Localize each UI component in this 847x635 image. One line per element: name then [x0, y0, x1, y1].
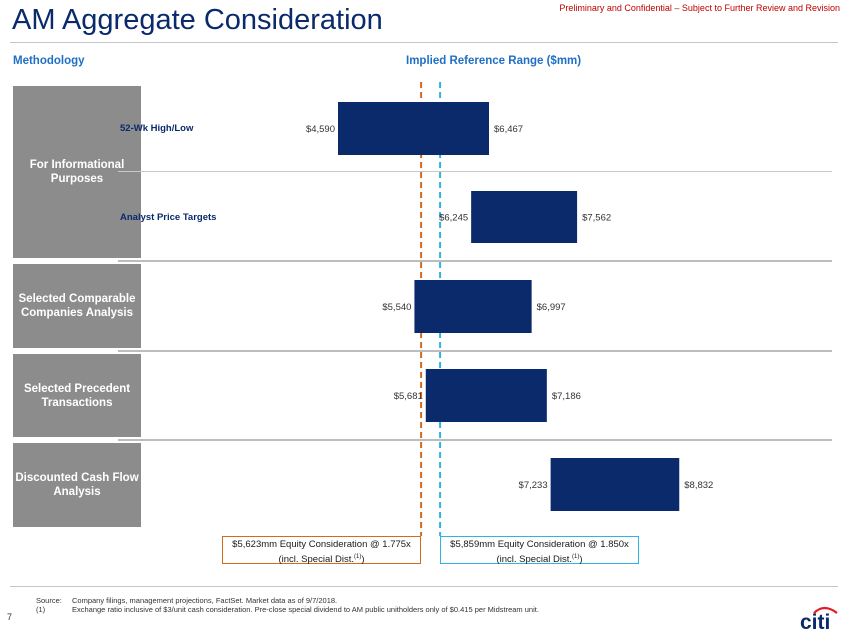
title-divider [10, 42, 838, 43]
source-text: Company filings, management projections,… [72, 596, 338, 605]
low-value-label-2: $5,540 [382, 302, 411, 313]
high-value-label-2: $6,997 [537, 302, 566, 313]
category-precedent-transactions: Selected Precedent Transactions [13, 354, 141, 437]
group-divider [118, 260, 832, 262]
category-informational: For Informational Purposes [13, 86, 141, 258]
low-value-label-3: $5,681 [394, 391, 423, 402]
consideration-note: (incl. Special Dist.(1)) [278, 554, 365, 566]
range-header: Implied Reference Range ($mm) [406, 55, 582, 67]
low-value-label-0: $4,590 [306, 124, 335, 135]
consideration-box-1850: $5,859mm Equity Consideration @ 1.850x (… [440, 536, 639, 566]
category-comparable-companies: Selected Comparable Companies Analysis [13, 264, 141, 348]
confidential-notice: Preliminary and Confidential – Subject t… [559, 3, 840, 13]
range-bar-3 [425, 369, 547, 422]
source-label: Source: [36, 596, 62, 605]
group-divider [118, 439, 832, 441]
high-value-label-1: $7,562 [582, 213, 611, 224]
footnote-1-text: Exchange ratio inclusive of $3/unit cash… [72, 605, 539, 614]
footer-divider [10, 586, 838, 587]
range-bar-1 [471, 191, 578, 243]
consideration-note: (incl. Special Dist.(1)) [496, 554, 583, 566]
footnote-1-label: (1) [36, 605, 46, 614]
svg-text:citi: citi [800, 611, 830, 631]
consideration-box-1775: $5,623mm Equity Consideration @ 1.775x (… [222, 536, 421, 566]
label-52wk-high-low: 52-Wk High/Low [120, 123, 194, 134]
high-value-label-3: $7,186 [552, 391, 581, 402]
category-dcf: Discounted Cash Flow Analysis [13, 443, 141, 527]
range-bar-0 [338, 102, 489, 155]
group-divider [118, 350, 832, 352]
low-value-label-1: $6,245 [439, 213, 468, 224]
page-number: 7 [7, 612, 13, 622]
citi-logo: citi [800, 606, 838, 631]
consideration-line: $5,623mm Equity Consideration @ 1.775x [232, 539, 411, 550]
row-divider [118, 171, 832, 172]
range-bar-4 [550, 458, 680, 511]
page-title: AM Aggregate Consideration [12, 4, 383, 36]
high-value-label-4: $8,832 [684, 480, 713, 491]
range-bar-2 [414, 280, 532, 333]
consideration-line: $5,859mm Equity Consideration @ 1.850x [450, 539, 629, 550]
methodology-header: Methodology [13, 55, 85, 67]
low-value-label-4: $7,233 [519, 480, 548, 491]
label-analyst-price-targets: Analyst Price Targets [120, 212, 217, 223]
high-value-label-0: $6,467 [494, 124, 523, 135]
